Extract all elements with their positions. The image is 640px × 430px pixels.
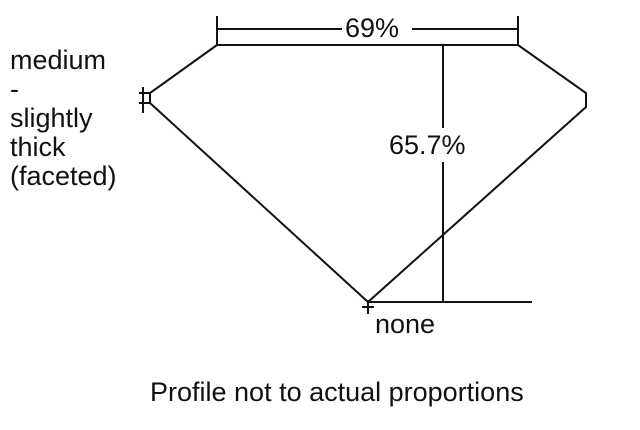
girdle-label-line: - (10, 74, 19, 104)
culet-label: none (375, 309, 436, 339)
table-percent-label: 69% (345, 13, 400, 43)
girdle-label-line: (faceted) (10, 161, 117, 191)
depth-percent-label: 65.7% (389, 130, 466, 160)
girdle-label-line: thick (10, 132, 66, 162)
girdle-label: medium - slightly thick (faceted) (10, 46, 117, 191)
gem-outline (149, 44, 587, 304)
girdle-label-line: medium (10, 45, 107, 75)
caption: Profile not to actual proportions (150, 377, 524, 407)
girdle-label-line: slightly (10, 103, 93, 133)
